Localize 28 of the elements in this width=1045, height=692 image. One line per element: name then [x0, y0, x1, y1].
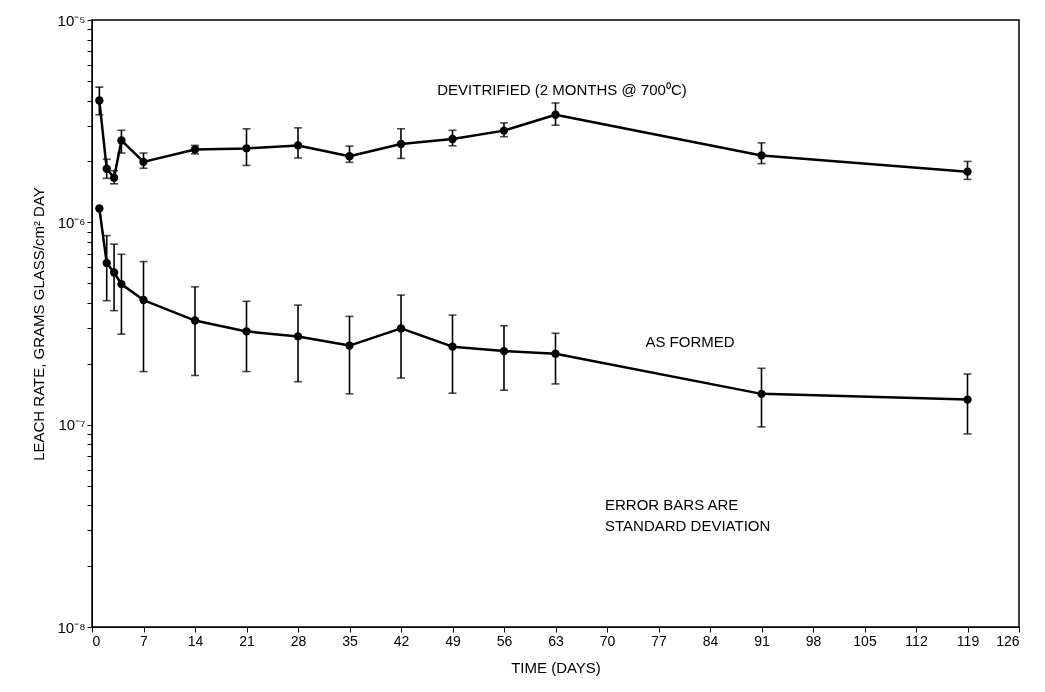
x-tick-label: 77: [651, 632, 667, 649]
y-tick-label: 10⁻⁶: [57, 213, 86, 231]
x-tick-label: 98: [805, 632, 822, 649]
x-tick-label: 70: [599, 632, 616, 649]
x-tick-label: 42: [393, 632, 410, 649]
x-axis-title: TIME (DAYS): [511, 658, 601, 676]
x-tick-label: 28: [290, 632, 307, 649]
x-tick-label: 84: [702, 632, 719, 649]
x-tick-label: 126: [996, 632, 1020, 649]
x-tick-label: 112: [905, 632, 928, 649]
x-tick-label: 56: [496, 632, 513, 649]
y-tick-label: 10⁻⁷: [58, 416, 86, 434]
x-tick-label: 0: [92, 632, 101, 649]
x-tick-label: 14: [187, 632, 204, 649]
x-tick-label: 119: [956, 632, 980, 649]
x-tick-label: 49: [445, 632, 461, 649]
series-label: DEVITRIFIED (2 MONTHS @ 700⁰C): [437, 81, 687, 98]
y-tick-label: 10⁻⁸: [57, 618, 86, 636]
annotation: ERROR BARS ARE STANDARD DEVIATION: [605, 496, 771, 534]
series-label: AS FORMED: [645, 333, 735, 350]
x-tick-label: 21: [239, 632, 255, 649]
x-tick-label: 91: [754, 632, 770, 649]
x-tick-label: 105: [853, 632, 877, 649]
x-tick-label: 63: [548, 632, 564, 649]
x-tick-label: 35: [342, 632, 358, 649]
y-axis-title: LEACH RATE, GRAMS GLASS/cm² DAY: [30, 187, 48, 461]
y-tick-label: 10⁻⁵: [57, 11, 86, 29]
x-tick-label: 7: [140, 632, 149, 649]
